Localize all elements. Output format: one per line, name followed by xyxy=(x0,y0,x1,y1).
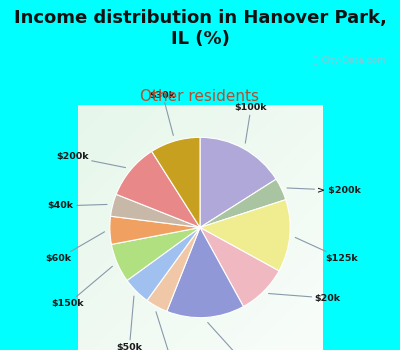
Wedge shape xyxy=(200,228,279,307)
Wedge shape xyxy=(167,228,244,318)
Text: $50k: $50k xyxy=(116,296,142,350)
Text: $40k: $40k xyxy=(48,202,107,210)
Wedge shape xyxy=(116,152,200,228)
Wedge shape xyxy=(200,179,286,228)
Text: ⓘ City-Data.com: ⓘ City-Data.com xyxy=(313,56,386,65)
Text: $150k: $150k xyxy=(51,266,112,308)
Wedge shape xyxy=(112,228,200,280)
Text: > $200k: > $200k xyxy=(287,186,361,195)
Wedge shape xyxy=(110,216,200,244)
Wedge shape xyxy=(200,137,276,228)
Text: $60k: $60k xyxy=(45,232,104,263)
Text: $20k: $20k xyxy=(269,294,340,302)
Wedge shape xyxy=(127,228,200,300)
Text: $125k: $125k xyxy=(295,237,358,263)
Text: $200k: $200k xyxy=(56,153,126,168)
Text: $75k: $75k xyxy=(208,322,257,350)
Wedge shape xyxy=(200,199,290,271)
Wedge shape xyxy=(110,194,200,228)
Text: Other residents: Other residents xyxy=(140,89,260,104)
Wedge shape xyxy=(152,137,200,228)
Text: $100k: $100k xyxy=(235,104,267,143)
Text: $30k: $30k xyxy=(150,91,176,135)
Wedge shape xyxy=(147,228,200,312)
Text: $10k: $10k xyxy=(156,312,186,350)
Text: Income distribution in Hanover Park,
IL (%): Income distribution in Hanover Park, IL … xyxy=(14,9,386,48)
